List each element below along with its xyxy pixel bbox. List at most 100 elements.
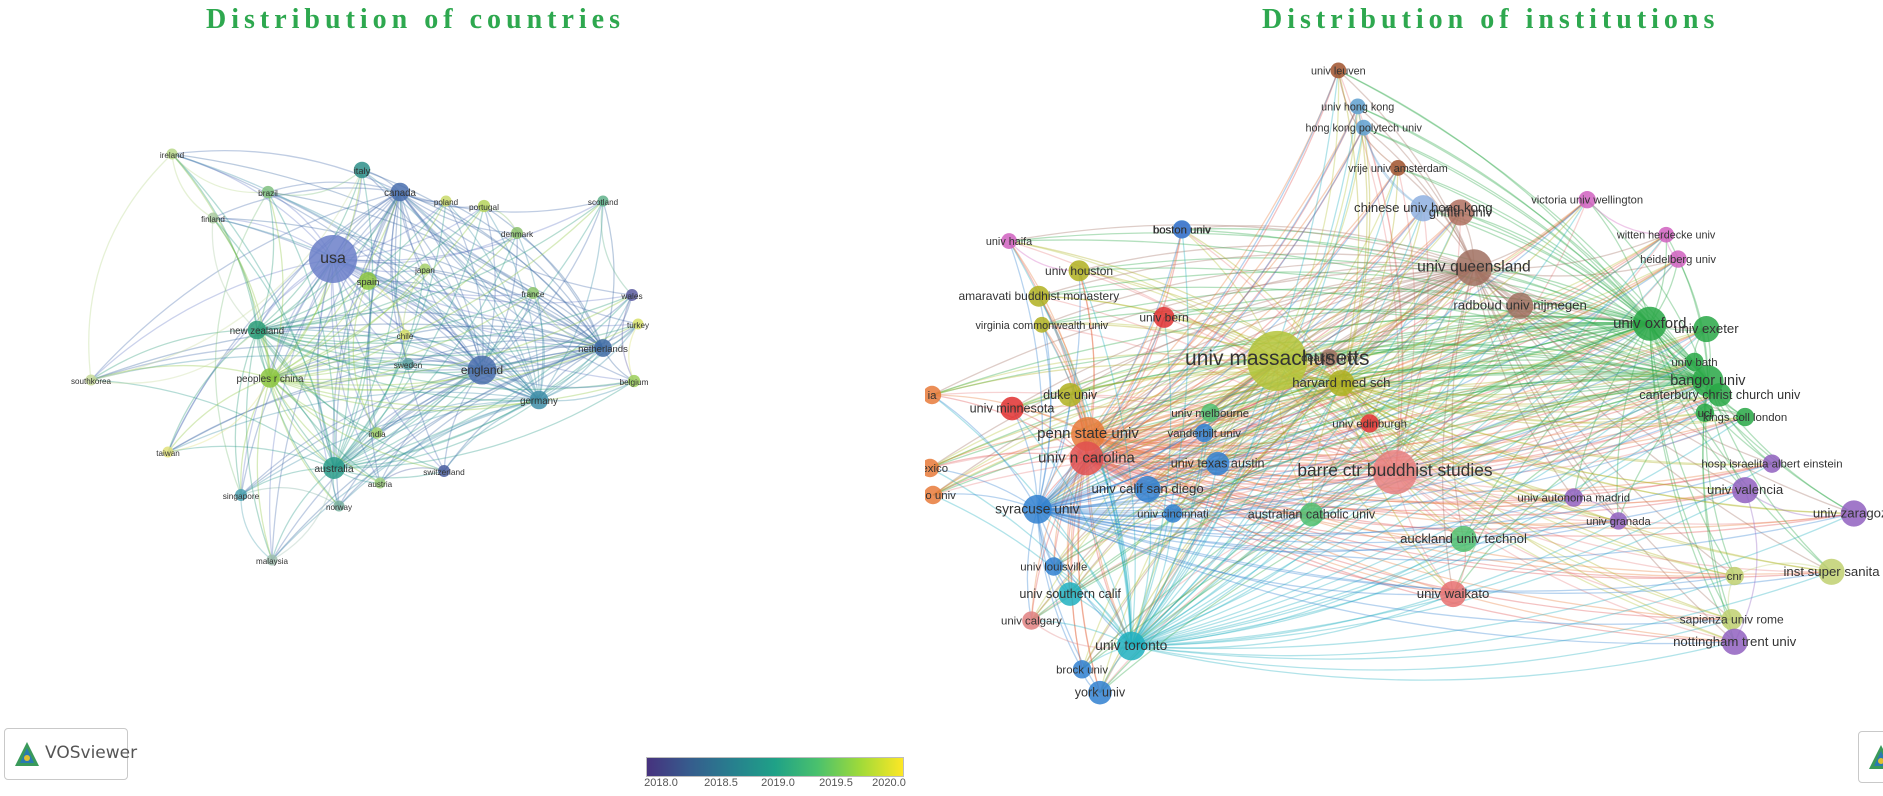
node-univ-bath[interactable] [1685,352,1704,372]
node-univ-queensland[interactable] [1455,249,1493,286]
node-univ-zaragoza[interactable] [1840,500,1867,527]
node-univ-southern-calif[interactable] [1058,582,1082,606]
node-chile[interactable] [399,329,411,341]
countries-network[interactable]: usa england canada australia germany netherla… [0,58,915,796]
node-vanderbilt-univ[interactable] [1195,423,1214,443]
node-univ-texas-austin[interactable] [1205,451,1230,476]
node-univ-louisville[interactable] [1044,557,1063,576]
node-ohio-univ[interactable] [925,485,943,505]
node-canterbury-christ-church-univ[interactable] [1707,382,1732,407]
node-univ-toronto[interactable] [1116,631,1146,661]
node-singapore[interactable] [235,489,247,501]
node-univ-calgary[interactable] [1022,611,1041,630]
node-portugal[interactable] [477,199,491,213]
node-norway[interactable] [333,500,345,512]
node-duke-univ[interactable] [1058,382,1082,407]
node-york-univ[interactable] [1088,680,1112,705]
institutions-network-panel[interactable]: univ leuven univ hong kong hong kong polyt… [925,58,1883,796]
node-univ-oxford[interactable] [1632,306,1667,341]
node-victoria-univ-wellington[interactable] [1578,191,1596,209]
node-syracuse-univ[interactable] [1022,494,1052,524]
node-ia[interactable] [925,385,942,405]
node-finland[interactable] [207,212,219,224]
node-univ-houston[interactable] [1068,260,1090,282]
node-sapienza-univ-rome[interactable] [1721,609,1743,630]
node-japan[interactable] [419,263,431,275]
node-radboud-univ-nijmegen[interactable] [1507,292,1534,319]
node-canada[interactable] [390,182,410,202]
node-spain[interactable] [359,272,377,290]
node-sweden[interactable] [402,358,414,370]
node-italy[interactable] [353,161,371,179]
node-cnr[interactable] [1725,566,1744,586]
node-amaravati-buddhist-monastery[interactable] [1028,285,1050,307]
node-brazil[interactable] [261,185,275,199]
node-univ-edinburgh[interactable] [1360,414,1379,433]
node-kings-coll-london[interactable] [1735,407,1755,427]
node-taiwan[interactable] [162,446,174,458]
node-usa[interactable] [309,235,357,283]
node-univ-exeter[interactable] [1693,315,1720,343]
node-australia[interactable] [323,457,345,479]
node-penn-state-univ[interactable] [1071,417,1106,451]
node-germany[interactable] [529,390,549,410]
link-usa-australia [317,258,335,469]
node-witten-herdecke-univ[interactable] [1658,226,1675,243]
node-australian-catholic-univ[interactable] [1299,502,1324,527]
link-penn-state-univ-canterbury-christ-church-univ [1087,394,1720,456]
node-belgium[interactable] [627,374,641,388]
node-vrije-univ-amsterdam[interactable] [1390,160,1406,176]
node-inst-super-sanita[interactable] [1818,558,1845,585]
node-poland[interactable] [440,195,452,207]
countries-network-panel[interactable]: usa england canada australia germany netherla… [0,58,915,796]
node-peoples-r-china[interactable] [260,368,280,388]
node-univ-bern[interactable] [1153,306,1175,328]
node-mexico[interactable] [925,458,940,478]
node-netherlands[interactable] [594,339,612,357]
node-univ-granada[interactable] [1609,512,1628,530]
node-malaysia[interactable] [266,554,278,566]
node-deakin-univ[interactable] [1320,349,1339,367]
node-griffith-univ[interactable] [1447,199,1474,226]
node-harvard-med-sch[interactable] [1328,370,1355,397]
node-denmark[interactable] [511,227,523,239]
node-univ-calif-san-diego[interactable] [1134,476,1161,503]
node-barre-ctr-buddhist-studies[interactable] [1372,449,1418,495]
node-brock-univ[interactable] [1072,660,1092,679]
node-hong-kong-polytech-univ[interactable] [1355,119,1372,136]
node-univ-valencia[interactable] [1732,477,1759,504]
node-univ-n-carolina[interactable] [1069,441,1104,476]
node-univ-waikato[interactable] [1439,580,1467,608]
node-heidelberg-univ[interactable] [1669,250,1687,268]
node-virginia-commonwealth-univ[interactable] [1033,316,1050,333]
node-england[interactable] [467,355,497,385]
node-turkey[interactable] [632,318,644,330]
node-univ-autonoma-madrid[interactable] [1564,488,1583,507]
node-univ-haifa[interactable] [1001,233,1017,249]
node-auckland-univ-technol[interactable] [1450,525,1477,553]
link-univ-n-carolina-victoria-univ-wellington [1086,199,1588,460]
node-scotland[interactable] [597,195,609,207]
node-univ-minnesota[interactable] [1000,396,1024,421]
node-ireland[interactable] [166,148,178,160]
node-boston-univ[interactable] [1172,220,1192,239]
node-univ-cincinnati[interactable] [1163,504,1183,523]
node-southkorea[interactable] [85,374,97,386]
node-univ-hong-kong[interactable] [1349,98,1366,115]
node-wales[interactable] [626,289,638,301]
node-univ-massachusetts[interactable] [1247,330,1308,391]
node-switzerland[interactable] [438,465,450,477]
institutions-network[interactable]: univ leuven univ hong kong hong kong polyt… [925,58,1883,796]
node-univ-leuven[interactable] [1330,62,1347,79]
node-nottingham-trent-univ[interactable] [1721,628,1748,655]
node-austria[interactable] [374,477,386,489]
node-univ-melbourne[interactable] [1201,403,1220,422]
node-label-wales: wales [620,291,642,301]
link-peoples-r-china-poland [269,200,447,379]
node-ucl[interactable] [1695,403,1715,422]
node-france[interactable] [527,287,539,299]
node-chinese-univ-hong-kong[interactable] [1410,195,1437,222]
node-hosp-israelita-albert-einstein[interactable] [1762,454,1782,473]
node-india[interactable] [371,427,383,439]
node-new-zealand[interactable] [247,320,267,340]
